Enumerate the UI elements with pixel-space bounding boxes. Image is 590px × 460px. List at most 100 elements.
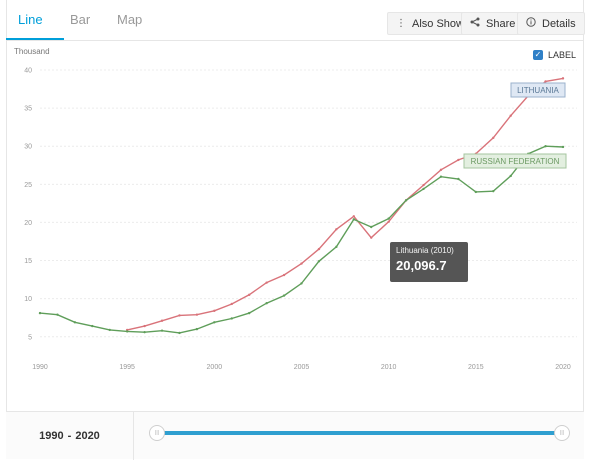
- range-separator: -: [67, 430, 72, 442]
- y-tick-label: 25: [24, 182, 32, 189]
- tab-line[interactable]: Line: [18, 12, 43, 27]
- data-point: [492, 189, 495, 193]
- slider-end-handle[interactable]: |||: [554, 425, 570, 441]
- data-point: [143, 324, 146, 328]
- data-point: [352, 218, 355, 221]
- y-tick-label: 5: [28, 334, 32, 341]
- data-point: [422, 183, 425, 187]
- data-point: [248, 293, 251, 297]
- range-end: 2020: [75, 430, 100, 442]
- data-point: [422, 187, 425, 191]
- details-label: Details: [542, 17, 576, 30]
- share-label: Share: [486, 17, 516, 30]
- y-tick-label: 20: [24, 220, 32, 227]
- data-point: [56, 313, 59, 316]
- range-start: 1990: [39, 430, 64, 442]
- data-point: [335, 245, 338, 249]
- data-point: [143, 330, 146, 334]
- data-point: [457, 158, 460, 162]
- series-label: RUSSIAN FEDERATION: [471, 157, 560, 166]
- tooltip-title: Lithuania (2010): [396, 246, 454, 255]
- vertical-dots-icon: ⋮: [396, 18, 406, 29]
- label-toggle-text: LABEL: [548, 50, 577, 60]
- data-point: [544, 80, 547, 83]
- label-checkbox[interactable]: ✓: [533, 50, 543, 60]
- data-point: [509, 114, 512, 117]
- x-tick-label: 2000: [207, 364, 223, 371]
- data-point: [160, 319, 164, 322]
- x-tick-label: 2010: [381, 364, 397, 371]
- y-tick-label: 10: [24, 296, 32, 303]
- data-point: [213, 321, 216, 324]
- data-point: [282, 294, 286, 297]
- data-point: [439, 175, 443, 178]
- data-point: [230, 302, 233, 306]
- series-line-russian-federation: [39, 145, 564, 334]
- data-point: [230, 317, 233, 320]
- line-chart: 5 10 15 20 25 30 35 40 1990 1995 2000 2005 2010 2015…: [24, 68, 577, 371]
- data-point: [335, 228, 338, 231]
- data-point: [178, 331, 181, 335]
- data-point: [108, 328, 111, 332]
- label-toggle[interactable]: ✓ LABEL: [533, 50, 576, 60]
- data-point: [282, 273, 286, 277]
- y-tick-label: 35: [24, 106, 32, 113]
- data-point: [404, 199, 408, 202]
- slider-start-handle[interactable]: |||: [149, 425, 165, 441]
- data-point: [457, 177, 460, 181]
- data-point: [317, 260, 321, 263]
- data-point: [213, 309, 216, 313]
- data-point: [561, 77, 565, 80]
- year-range-slider-track[interactable]: [158, 431, 566, 435]
- data-point: [160, 329, 164, 332]
- data-point: [38, 311, 42, 315]
- tab-divider: [6, 40, 584, 41]
- series-lines: [38, 77, 565, 335]
- range-bar: 1990 - 2020 ||| |||: [6, 411, 584, 460]
- data-point: [474, 190, 478, 194]
- data-point: [178, 314, 181, 317]
- share-button[interactable]: Share: [461, 12, 525, 35]
- data-point: [439, 168, 443, 172]
- data-point: [300, 282, 303, 285]
- details-button[interactable]: Details: [517, 12, 585, 35]
- data-point: [73, 321, 77, 324]
- series-label-box: [510, 82, 566, 98]
- data-point: [248, 311, 251, 315]
- series-label: LITHUANIA: [517, 86, 559, 95]
- data-point: [561, 145, 565, 149]
- data-point: [352, 215, 355, 218]
- series-labels: LITHUANIA RUSSIAN FEDERATION: [463, 82, 567, 169]
- tab-bar[interactable]: Bar: [70, 12, 91, 27]
- data-point: [317, 247, 321, 251]
- y-tick-label: 30: [24, 144, 32, 151]
- series-line-lithuania: [127, 77, 564, 331]
- info-icon: [526, 17, 536, 30]
- share-icon: [470, 17, 480, 30]
- active-tab-indicator: [6, 38, 64, 41]
- data-point: [265, 281, 268, 284]
- data-point: [544, 145, 547, 148]
- data-point: [125, 330, 129, 333]
- data-point: [370, 236, 373, 239]
- y-tick-label: 40: [24, 68, 32, 75]
- data-point: [509, 174, 512, 178]
- x-tick-label: 2005: [294, 364, 310, 371]
- tab-map[interactable]: Map: [117, 12, 143, 27]
- x-tick-label: 2020: [555, 364, 571, 371]
- data-point: [265, 302, 268, 305]
- x-axis-ticks: 1990 1995 2000 2005 2010 2015 2020: [32, 364, 571, 371]
- chart-panel: [6, 0, 584, 459]
- tooltip-value: 20,096.7: [396, 258, 447, 273]
- data-point: [387, 220, 390, 223]
- x-tick-label: 1995: [119, 364, 135, 371]
- x-tick-label: 2015: [468, 364, 484, 371]
- data-point: [370, 225, 373, 229]
- x-tick-label: 1990: [32, 364, 48, 371]
- y-axis-ticks: 5 10 15 20 25 30 35 40: [24, 68, 32, 342]
- data-point: [195, 313, 199, 316]
- data-point: [300, 262, 303, 265]
- also-show-label: Also Show: [412, 17, 464, 30]
- also-show-button[interactable]: ⋮ Also Show: [387, 12, 473, 35]
- y-tick-label: 15: [24, 258, 32, 265]
